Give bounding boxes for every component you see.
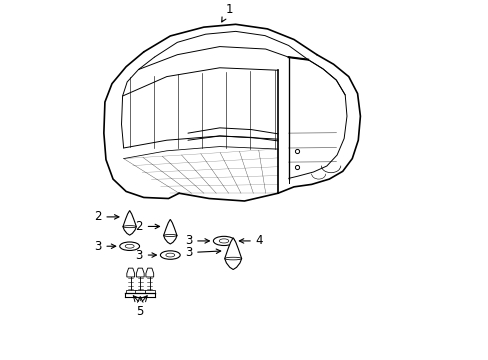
Polygon shape [145,268,153,277]
Text: 3: 3 [94,240,116,253]
Text: 3: 3 [184,234,209,247]
Text: 3: 3 [135,248,156,262]
Polygon shape [136,268,144,277]
Ellipse shape [219,239,228,243]
Polygon shape [144,290,154,293]
Text: 5: 5 [136,305,143,318]
Polygon shape [163,219,177,244]
Ellipse shape [125,244,134,248]
Polygon shape [135,290,145,293]
Text: 2: 2 [94,210,119,224]
Ellipse shape [213,236,234,246]
Ellipse shape [224,257,241,260]
Text: 1: 1 [221,3,232,22]
Polygon shape [126,268,134,277]
Polygon shape [122,211,136,235]
Polygon shape [125,290,135,293]
Text: 3: 3 [184,246,220,259]
Ellipse shape [120,242,139,251]
Polygon shape [224,238,241,270]
Text: 4: 4 [239,234,263,247]
Ellipse shape [163,234,177,237]
Ellipse shape [165,253,174,257]
Text: 2: 2 [135,220,159,233]
Ellipse shape [160,251,180,259]
Ellipse shape [122,226,136,228]
